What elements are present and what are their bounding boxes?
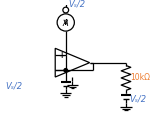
Text: Vₛ/2: Vₛ/2 [130,95,147,103]
Text: 10kΩ: 10kΩ [130,73,150,82]
Circle shape [64,69,67,72]
Text: +: + [58,50,64,60]
Text: Vₛ/2: Vₛ/2 [5,81,23,90]
Text: A: A [63,19,69,28]
Text: −: − [58,66,64,75]
Text: Vₛ/2: Vₛ/2 [69,0,86,9]
